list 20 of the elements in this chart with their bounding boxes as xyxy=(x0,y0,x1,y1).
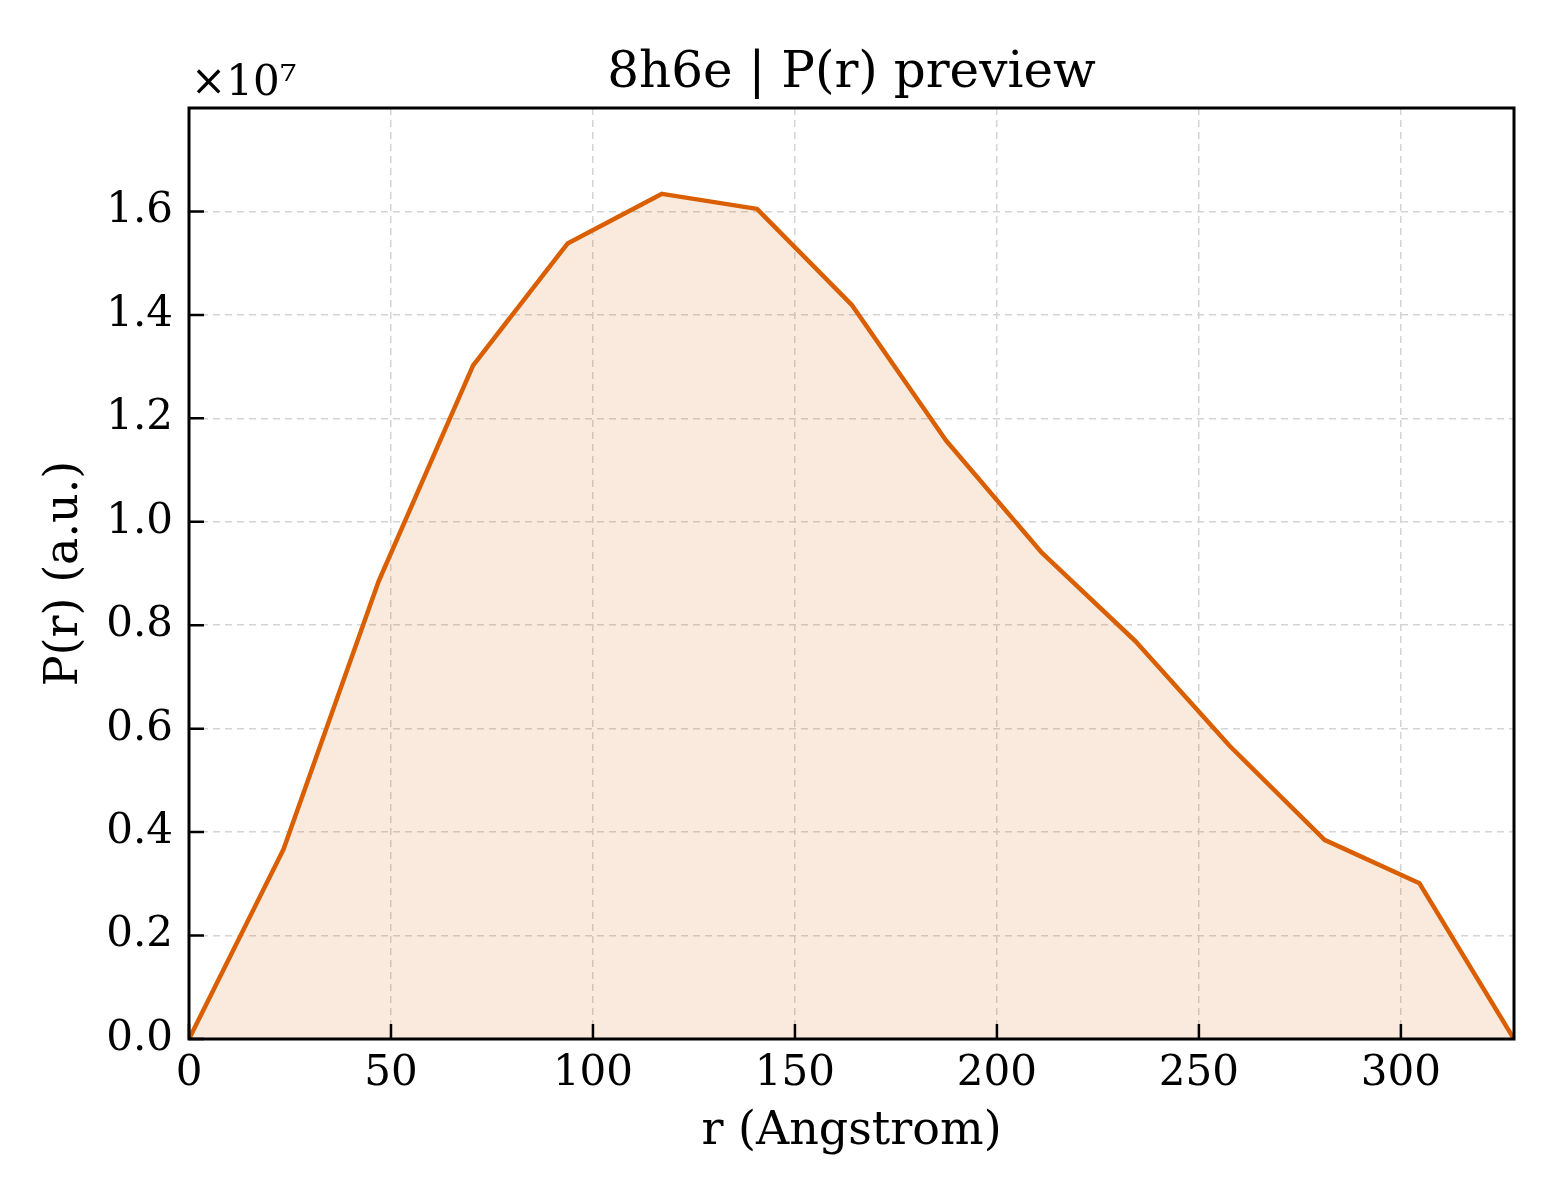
x-tick-label: 200 xyxy=(956,1046,1038,1096)
y-tick-label: 1.6 xyxy=(106,183,173,233)
y-tick-label: 0.0 xyxy=(106,1010,173,1060)
x-tick-label: 150 xyxy=(754,1046,836,1096)
y-tick-label: 1.0 xyxy=(106,493,173,543)
x-tick-label: 100 xyxy=(552,1046,634,1096)
text: ×10⁷ xyxy=(191,56,297,105)
x-tick-label: 50 xyxy=(364,1046,418,1096)
y-tick-label: 1.4 xyxy=(106,286,173,336)
y-tick-label: 0.8 xyxy=(106,597,173,647)
y-tick-label: 0.6 xyxy=(106,700,173,750)
x-axis-title: r (Angstrom) xyxy=(701,1101,1002,1156)
y-tick-label: 1.2 xyxy=(106,390,173,440)
y-tick-label: 0.2 xyxy=(106,907,173,957)
x-tick-label: 0 xyxy=(175,1046,203,1096)
y-tick-label: 0.4 xyxy=(106,804,173,854)
y-axis-title: P(r) (a.u.) xyxy=(33,460,88,687)
chart-title: 8h6e | P(r) preview xyxy=(607,41,1097,99)
x-tick-label: 300 xyxy=(1360,1046,1441,1096)
x-tick-label: 250 xyxy=(1158,1046,1239,1096)
